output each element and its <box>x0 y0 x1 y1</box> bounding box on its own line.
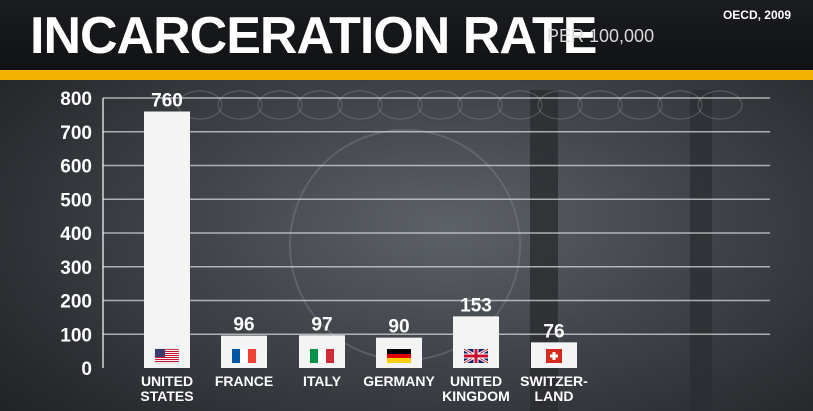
flag-stripe <box>155 353 179 354</box>
razor-wire-loop <box>217 90 263 120</box>
flag-band <box>318 349 326 363</box>
razor-wire-loop <box>377 90 423 120</box>
x-category-label: STATES <box>140 388 193 404</box>
flag-band <box>387 349 411 354</box>
x-category-label: LAND <box>535 388 574 404</box>
razor-wire-loop <box>577 90 623 120</box>
bar-value-label: 760 <box>151 91 183 112</box>
flag-stripe <box>155 351 179 352</box>
razor-wire-loop <box>417 90 463 120</box>
y-tick-label: 100 <box>60 325 92 346</box>
bar-value-label: 97 <box>311 314 332 335</box>
x-category-label: SWITZER- <box>520 373 588 389</box>
bar-value-label: 96 <box>233 315 254 336</box>
x-category-label: UNITED <box>141 373 193 389</box>
flag-stripe <box>155 357 179 358</box>
germany-flag-icon <box>387 349 411 363</box>
x-category-label: GERMANY <box>363 373 435 389</box>
flag-band <box>232 349 240 363</box>
razor-wire-loop <box>697 90 743 120</box>
razor-wire-loop <box>457 90 503 120</box>
title-bar <box>0 0 813 70</box>
bar-value-label: 90 <box>388 317 409 338</box>
razor-wire-loop <box>657 90 703 120</box>
x-category-label: FRANCE <box>215 373 273 389</box>
razor-wire-loop <box>497 90 543 120</box>
y-tick-label: 600 <box>60 157 92 178</box>
razor-wire-loop <box>617 90 663 120</box>
y-tick-label: 300 <box>60 258 92 279</box>
flag-stripe <box>155 359 179 360</box>
flag-cross <box>550 354 558 358</box>
uk-flag-icon <box>463 347 489 365</box>
bar-value-label: 76 <box>543 321 564 342</box>
y-tick-label: 0 <box>81 359 92 380</box>
flag-band <box>387 354 411 358</box>
flag-band <box>310 349 318 363</box>
razor-wire-loop <box>297 90 343 120</box>
y-tick-label: 400 <box>60 224 92 245</box>
italy-flag-icon <box>310 349 334 363</box>
flag-stripe <box>155 361 179 362</box>
y-tick-label: 200 <box>60 292 92 313</box>
x-category-label: UNITED <box>450 373 502 389</box>
flag-band <box>326 349 334 363</box>
flag-band <box>240 349 248 363</box>
razor-wire-loop <box>177 90 223 120</box>
x-category-label: KINGDOM <box>442 388 510 404</box>
y-tick-label: 800 <box>60 89 92 110</box>
fence-post <box>690 90 712 411</box>
razor-wire-loop <box>337 90 383 120</box>
flag-cross <box>464 354 488 358</box>
x-category-label: ITALY <box>303 373 342 389</box>
france-flag-icon <box>232 349 256 363</box>
razor-wire-loop <box>537 90 583 120</box>
chart-title: INCARCERATION RATE <box>30 7 597 65</box>
y-tick-label: 500 <box>60 190 92 211</box>
chart-subtitle: PER 100,000 <box>547 26 655 46</box>
flag-stripe <box>155 349 179 350</box>
flag-stripe <box>155 355 179 356</box>
switzerland-flag-icon <box>546 349 562 363</box>
flag-canton <box>155 349 165 357</box>
y-tick-label: 700 <box>60 123 92 144</box>
bar <box>144 111 190 368</box>
source-label: OECD, 2009 <box>722 8 791 22</box>
bar-value-label: 153 <box>460 295 492 316</box>
flag-band <box>248 349 256 363</box>
accent-stripe <box>0 70 813 80</box>
flag-band <box>387 358 411 363</box>
razor-wire-loop <box>257 90 303 120</box>
us-flag-icon <box>154 348 180 364</box>
